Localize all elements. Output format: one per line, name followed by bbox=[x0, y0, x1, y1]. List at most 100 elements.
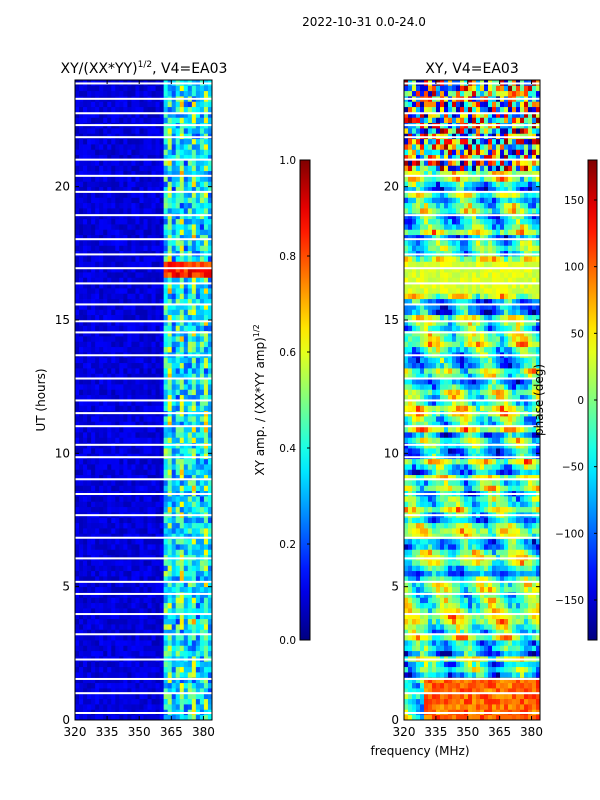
heatmap-cell bbox=[151, 101, 156, 108]
heatmap-cell bbox=[464, 608, 469, 614]
heatmap-cell bbox=[143, 314, 148, 321]
heatmap-cell bbox=[123, 698, 128, 705]
heatmap-cell bbox=[524, 650, 529, 657]
heatmap-cell bbox=[420, 640, 425, 646]
heatmap-cell bbox=[500, 650, 505, 657]
heatmap-cell bbox=[119, 501, 124, 508]
heatmap-cell bbox=[163, 528, 169, 534]
heatmap-cell bbox=[183, 522, 189, 529]
heatmap-cell bbox=[452, 608, 457, 614]
heatmap-cell bbox=[187, 176, 193, 182]
heatmap-cell bbox=[119, 277, 124, 284]
heatmap-cell bbox=[139, 138, 144, 145]
heatmap-cell bbox=[107, 346, 112, 353]
heatmap-cell bbox=[512, 640, 517, 646]
heatmap-cell bbox=[187, 160, 193, 166]
heatmap-cell bbox=[532, 677, 537, 684]
heatmap-cell bbox=[480, 677, 485, 684]
heatmap-cell bbox=[448, 608, 453, 614]
heatmap-cell bbox=[139, 432, 144, 438]
heatmap-cell bbox=[464, 698, 469, 705]
heatmap-cell bbox=[75, 618, 80, 625]
heatmap-cell bbox=[83, 629, 88, 636]
heatmap-cell bbox=[464, 688, 469, 694]
heatmap-cell bbox=[95, 314, 100, 321]
heatmap-cell bbox=[99, 240, 104, 246]
heatmap-cell bbox=[155, 133, 161, 140]
heatmap-cell bbox=[87, 421, 92, 428]
heatmap-cell bbox=[83, 309, 88, 316]
heatmap-cell bbox=[115, 197, 120, 204]
heatmap-cell bbox=[143, 672, 148, 678]
heatmap-cell bbox=[199, 133, 205, 140]
heatmap-cell bbox=[199, 218, 205, 225]
heatmap-cell bbox=[195, 176, 201, 182]
heatmap-cell bbox=[139, 85, 144, 92]
heatmap-cell bbox=[416, 704, 421, 710]
heatmap-cell bbox=[199, 464, 205, 470]
heatmap-cell bbox=[163, 192, 169, 198]
heatmap-cell bbox=[203, 357, 209, 364]
heatmap-cell bbox=[179, 570, 185, 577]
heatmap-cell bbox=[440, 682, 445, 689]
heatmap-cell bbox=[183, 154, 189, 161]
heatmap-cell bbox=[159, 677, 165, 684]
heatmap-cell bbox=[143, 624, 148, 630]
heatmap-cell bbox=[83, 464, 88, 470]
heatmap-cell bbox=[115, 133, 120, 140]
heatmap-cell bbox=[496, 629, 501, 636]
heatmap-cell bbox=[123, 506, 128, 513]
heatmap-cell bbox=[179, 629, 185, 636]
heatmap-cell bbox=[135, 138, 140, 145]
heatmap-cell bbox=[195, 453, 201, 460]
heatmap-cell bbox=[424, 698, 429, 705]
heatmap-cell bbox=[87, 645, 92, 652]
heatmap-cell bbox=[127, 458, 132, 465]
heatmap-cell bbox=[179, 624, 185, 630]
heatmap-cell bbox=[99, 533, 104, 540]
heatmap-cell bbox=[408, 677, 413, 684]
heatmap-cell bbox=[119, 128, 124, 134]
heatmap-cell bbox=[163, 272, 169, 278]
heatmap-cell bbox=[175, 474, 181, 481]
heatmap-cell bbox=[199, 138, 205, 145]
heatmap-cell bbox=[123, 560, 128, 566]
heatmap-cell bbox=[484, 704, 489, 710]
heatmap-cell bbox=[520, 682, 525, 689]
heatmap-cell bbox=[147, 298, 152, 305]
heatmap-cell bbox=[115, 464, 120, 470]
heatmap-cell bbox=[143, 213, 148, 220]
heatmap-cell bbox=[452, 666, 457, 673]
heatmap-cell bbox=[191, 282, 197, 289]
heatmap-cell bbox=[103, 421, 108, 428]
heatmap-cell bbox=[119, 661, 124, 668]
heatmap-cell bbox=[99, 373, 104, 380]
heatmap-cell bbox=[115, 234, 120, 241]
heatmap-cell bbox=[103, 682, 108, 689]
heatmap-cell bbox=[195, 208, 201, 214]
heatmap-cell bbox=[207, 106, 213, 113]
heatmap-cell bbox=[167, 256, 173, 262]
heatmap-cell bbox=[492, 677, 497, 684]
heatmap-cell bbox=[111, 309, 116, 316]
heatmap-cell bbox=[111, 325, 116, 332]
y-tick-label: 15 bbox=[55, 313, 70, 327]
heatmap-cell bbox=[147, 368, 152, 374]
heatmap-cell bbox=[488, 634, 493, 641]
heatmap-cell bbox=[195, 272, 201, 278]
heatmap-cell bbox=[175, 160, 181, 166]
heatmap-cell bbox=[179, 346, 185, 353]
heatmap-cell bbox=[95, 165, 100, 172]
heatmap-cell bbox=[139, 474, 144, 481]
heatmap-cell bbox=[151, 245, 156, 252]
heatmap-cell bbox=[79, 517, 84, 524]
heatmap-cell bbox=[171, 405, 177, 412]
heatmap-cell bbox=[103, 650, 108, 657]
heatmap-cell bbox=[179, 480, 185, 486]
heatmap-cell bbox=[127, 677, 132, 684]
heatmap-cell bbox=[91, 634, 96, 641]
heatmap-cell bbox=[79, 416, 84, 422]
heatmap-cell bbox=[187, 325, 193, 332]
heatmap-cell bbox=[95, 325, 100, 332]
heatmap-cell bbox=[99, 202, 104, 209]
